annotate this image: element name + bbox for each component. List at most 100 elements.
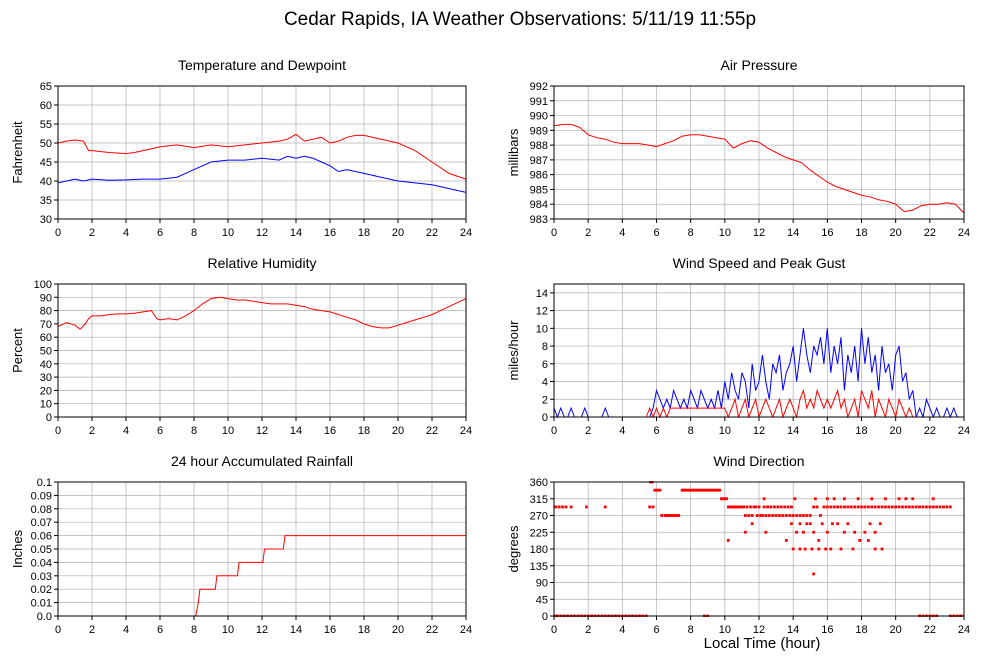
data-point [750, 522, 754, 526]
data-point [948, 505, 952, 509]
data-point [907, 505, 911, 509]
y-tick-label: 30 [40, 372, 52, 384]
y-tick-label: 984 [530, 199, 548, 211]
y-tick-label: 30 [40, 214, 52, 226]
data-point [721, 497, 725, 501]
y-tick-label: 100 [34, 279, 52, 291]
data-point [812, 505, 816, 509]
data-point [713, 488, 716, 492]
data-point [742, 505, 746, 509]
data-point [798, 547, 802, 551]
data-point [749, 505, 752, 509]
data-point [564, 505, 568, 509]
data-point [894, 505, 898, 509]
data-point [815, 505, 819, 509]
y-tick-label: 0 [542, 412, 548, 424]
chart-rain: 24 hour Accumulated Rainfall0.00.010.020… [10, 453, 472, 636]
data-point [904, 505, 908, 509]
y-tick-label: 80 [40, 306, 52, 318]
x-tick-label: 4 [619, 227, 625, 239]
x-tick-label: 2 [585, 227, 591, 239]
y-tick-label: 0.08 [31, 504, 52, 516]
x-tick-label: 6 [653, 624, 659, 636]
y-tick-label: 50 [40, 346, 52, 358]
x-tick-label: 8 [688, 425, 694, 437]
series-line-0 [554, 123, 964, 214]
data-point [761, 514, 764, 517]
data-point [938, 505, 942, 509]
y-tick-label: 4 [542, 377, 548, 389]
x-tick-label: 4 [619, 425, 625, 437]
data-point [726, 505, 730, 509]
data-point [897, 497, 901, 501]
y-tick-label: 0.06 [31, 531, 52, 543]
y-axis-label: Inches [10, 529, 25, 568]
data-point [728, 505, 732, 509]
data-point [757, 505, 761, 509]
data-point [808, 522, 812, 526]
data-point [694, 488, 698, 492]
x-tick-label: 0 [55, 227, 61, 239]
data-point [846, 505, 850, 509]
y-tick-label: 983 [530, 214, 548, 226]
chart-title: Relative Humidity [208, 255, 317, 271]
y-tick-label: 270 [530, 511, 548, 523]
data-point [783, 505, 787, 509]
y-tick-label: 65 [40, 81, 52, 93]
data-point [824, 547, 828, 551]
data-point [858, 539, 862, 542]
x-tick-label: 22 [924, 624, 936, 636]
data-point [704, 488, 708, 492]
data-point [677, 514, 681, 517]
x-tick-label: 14 [787, 624, 799, 636]
x-tick-label: 24 [460, 425, 472, 437]
series-line-1 [554, 388, 964, 418]
chart-humidity: Relative Humidity01020304050607080901000… [10, 255, 472, 437]
x-tick-label: 24 [958, 624, 970, 636]
data-point [697, 488, 701, 492]
data-point [740, 505, 744, 509]
data-point [849, 505, 853, 509]
data-point [831, 522, 834, 526]
data-point [569, 505, 573, 509]
series-line-0 [58, 133, 466, 180]
data-point [731, 505, 735, 509]
x-tick-label: 8 [688, 624, 694, 636]
data-point [774, 514, 778, 517]
y-tick-label: 6 [542, 359, 548, 371]
y-tick-label: 60 [40, 332, 52, 344]
data-point [656, 488, 660, 492]
data-point [708, 488, 711, 492]
data-point [767, 514, 771, 517]
data-point [764, 514, 768, 517]
data-point [737, 505, 740, 509]
y-tick-label: 0.03 [31, 571, 52, 583]
x-tick-label: 10 [719, 227, 731, 239]
data-point [925, 505, 928, 509]
data-point [817, 547, 821, 551]
data-point [880, 505, 884, 509]
x-tick-label: 12 [256, 624, 268, 636]
x-tick-label: 10 [222, 227, 234, 239]
y-axis-label: millibars [506, 128, 521, 176]
data-point [769, 505, 773, 509]
data-point [805, 522, 809, 526]
data-point [805, 514, 809, 517]
data-point [764, 530, 768, 534]
data-point [668, 514, 672, 517]
x-tick-label: 6 [157, 227, 163, 239]
chart-pressure: Air Pressure 983 984 985 986 987 988 989 990 991 9… [506, 57, 970, 239]
data-point [853, 505, 857, 509]
data-point [786, 505, 790, 509]
data-point [802, 530, 805, 534]
data-point [877, 505, 880, 509]
x-tick-label: 8 [191, 227, 197, 239]
data-point [743, 530, 747, 534]
x-tick-label: 0 [551, 425, 557, 437]
plot-frame [57, 481, 467, 617]
x-tick-label: 14 [787, 425, 799, 437]
y-tick-label: 0.02 [31, 584, 52, 596]
data-point [918, 505, 921, 509]
data-point [685, 488, 689, 492]
